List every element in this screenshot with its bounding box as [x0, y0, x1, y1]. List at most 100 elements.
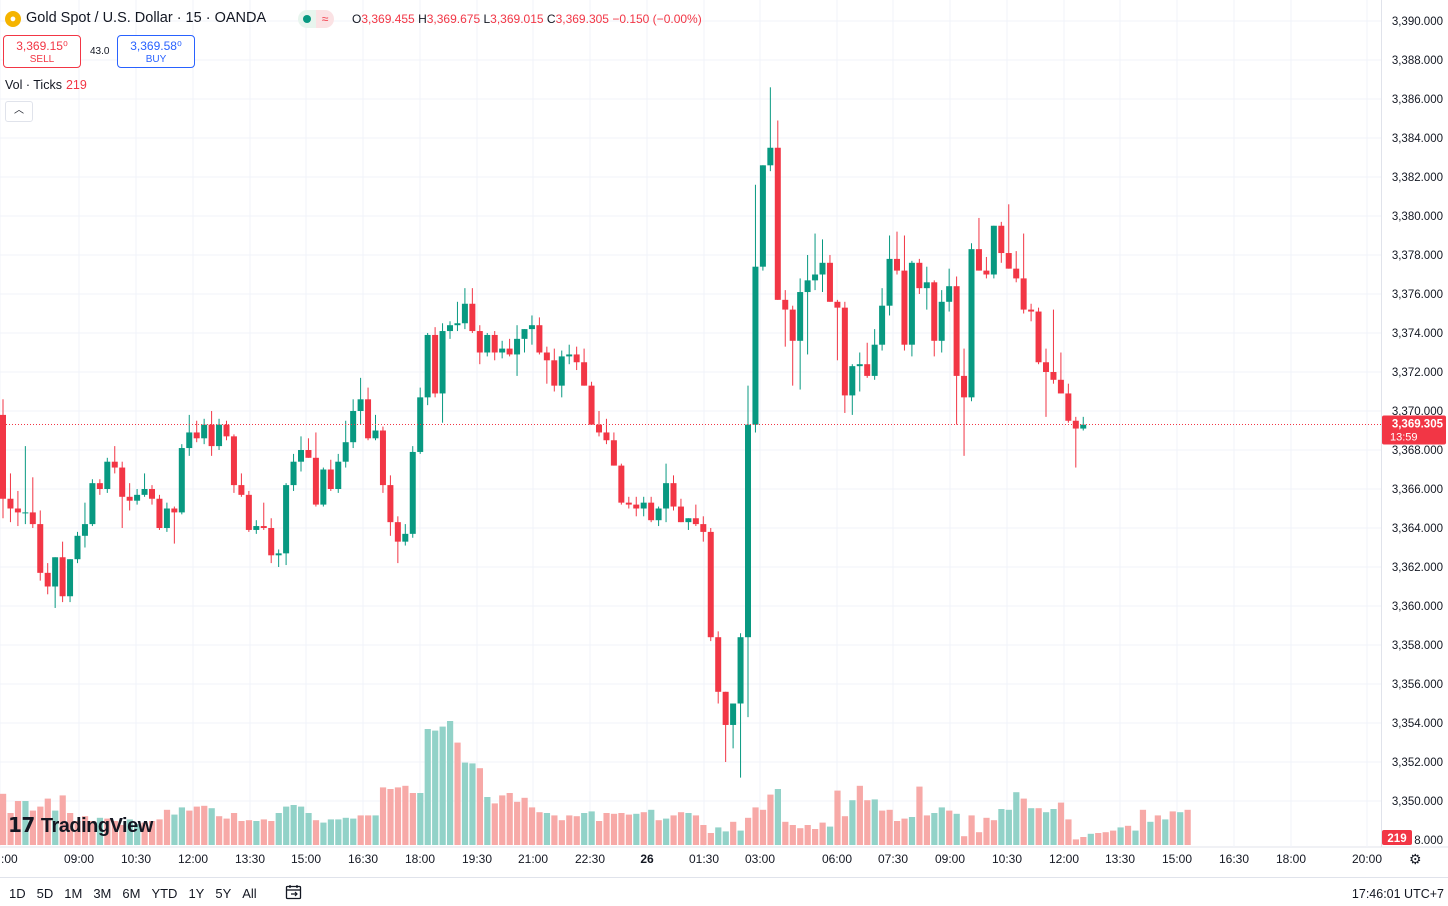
- candle: [752, 184, 759, 433]
- volume-bar: [1072, 839, 1079, 845]
- volume-legend-label: Vol · Ticks: [5, 78, 62, 92]
- range-3m[interactable]: 3M: [93, 886, 112, 901]
- candle: [1020, 233, 1027, 314]
- volume-bar: [901, 818, 908, 845]
- candle: [409, 446, 416, 538]
- price-axis[interactable]: 3,350.000 3,352.000 3,354.000 3,356.000 3,35…: [1382, 16, 1446, 847]
- volume-bar: [283, 806, 290, 845]
- candle: [357, 377, 364, 425]
- volume-bar: [759, 809, 767, 845]
- volume-bar: [96, 817, 104, 845]
- volume-bar: [1035, 808, 1042, 845]
- volume-bar: [208, 808, 215, 845]
- candle: [283, 483, 290, 566]
- volume-bar: [767, 794, 774, 845]
- volume-bar: [74, 821, 81, 845]
- range-1y[interactable]: 1Y: [188, 886, 205, 901]
- symbol-title[interactable]: Gold Spot / U.S. Dollar · 15 · OANDA: [26, 10, 267, 26]
- candle: [305, 438, 312, 458]
- time-tick-label: 09:00: [935, 852, 965, 866]
- volume-legend[interactable]: Vol · Ticks 219: [5, 78, 87, 92]
- volume-bar: [931, 813, 938, 845]
- volume-bar: [312, 820, 320, 845]
- ohlc-legend: O3,369.455 H3,369.675 L3,369.015 C3,369.…: [352, 12, 702, 26]
- volume-bar: [432, 730, 439, 845]
- candle: [983, 256, 990, 279]
- volume-bar: [692, 815, 700, 845]
- candle: [908, 260, 915, 357]
- tradingview-watermark: 17 TradingView: [8, 813, 153, 837]
- candle: [44, 563, 51, 595]
- volume-bar: [14, 801, 22, 845]
- utc-clock[interactable]: 17:46:01 UTC+7: [1351, 887, 1444, 901]
- candle: [81, 502, 88, 548]
- candle: [484, 333, 491, 357]
- volume-bar: [677, 812, 685, 845]
- time-tick-label: 06:00: [822, 852, 852, 866]
- market-status-indicator[interactable]: ≈: [298, 10, 336, 28]
- volume-bar: [29, 810, 36, 845]
- volume-bar: [1050, 809, 1057, 845]
- volume-bars: [0, 721, 1191, 845]
- candle: [879, 288, 886, 351]
- candle: [424, 333, 431, 406]
- price-tick-label: 3,384.000: [1392, 133, 1443, 145]
- candle: [528, 315, 535, 345]
- candle: [722, 691, 729, 762]
- volume-bar: [365, 815, 372, 845]
- candle: [685, 518, 692, 530]
- candlesticks: [0, 87, 1087, 778]
- volume-bar: [171, 814, 178, 845]
- volume-bar: [961, 836, 968, 845]
- price-tick-label: 3,366.000: [1392, 484, 1443, 496]
- volume-bar: [1065, 819, 1072, 845]
- candle: [640, 496, 647, 517]
- range-all[interactable]: All: [242, 886, 257, 901]
- sell-button[interactable]: 3,369.15⁰ SELL: [3, 35, 81, 68]
- candle: [931, 280, 938, 357]
- candle: [1005, 204, 1012, 269]
- buy-button[interactable]: 3,369.58⁰ BUY: [117, 35, 195, 68]
- volume-bar: [558, 820, 565, 845]
- volume-bar: [625, 814, 632, 845]
- time-axis[interactable]: :00 09:00 10:30 12:00 13:30 15:00 16:30 18:00 19…: [1, 852, 1382, 866]
- candle: [499, 340, 506, 359]
- candle: [961, 348, 968, 456]
- range-5d[interactable]: 5D: [36, 886, 54, 901]
- volume-bar: [357, 815, 364, 845]
- chevron-up-icon: ︿: [14, 105, 24, 116]
- collapse-legend-button[interactable]: ︿: [5, 101, 33, 122]
- volume-bar: [1169, 811, 1176, 845]
- candle: [476, 325, 483, 365]
- price-tick-label: 3,374.000: [1392, 328, 1443, 340]
- candle: [290, 453, 297, 491]
- candle: [379, 426, 386, 493]
- volume-bar: [387, 789, 394, 845]
- price-tick-label: 3,368.000: [1392, 445, 1443, 457]
- range-ytd[interactable]: YTD: [151, 886, 178, 901]
- range-6m[interactable]: 6M: [122, 886, 141, 901]
- volume-bar: [22, 801, 29, 845]
- volume-bar: [849, 800, 856, 845]
- candle: [953, 276, 960, 425]
- candle: [104, 457, 111, 493]
- settings-gear-icon[interactable]: ⚙: [1409, 851, 1422, 867]
- candle: [22, 446, 29, 525]
- wave-icon: ≈: [316, 10, 334, 28]
- volume-bar: [946, 810, 953, 845]
- candle: [894, 231, 900, 275]
- volume-bar: [528, 807, 536, 845]
- volume-bar: [104, 818, 111, 845]
- calendar-goto-icon[interactable]: [285, 884, 303, 900]
- last-price-value: 3,369.305: [1392, 419, 1444, 431]
- time-tick-label: 13:30: [1105, 852, 1135, 866]
- volume-bar: [670, 815, 677, 845]
- volume-bar: [342, 817, 349, 845]
- volume-bar: [856, 785, 863, 845]
- candle: [566, 344, 573, 365]
- range-1d[interactable]: 1D: [9, 886, 26, 901]
- range-1m[interactable]: 1M: [64, 886, 83, 901]
- candle: [1072, 416, 1079, 468]
- range-5y[interactable]: 5Y: [215, 886, 232, 901]
